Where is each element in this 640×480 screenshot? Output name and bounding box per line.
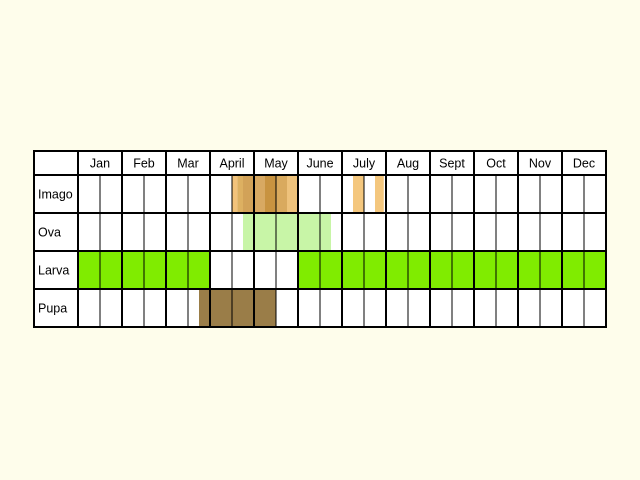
imago-activity-bar [353, 175, 364, 213]
ova-activity-bar [243, 213, 331, 251]
stage-label-pupa: Pupa [38, 302, 67, 316]
stage-label-ova: Ova [38, 226, 61, 240]
month-header-aug: Aug [397, 157, 419, 171]
month-header-may: May [264, 157, 288, 171]
month-header-feb: Feb [133, 157, 155, 171]
month-header-oct: Oct [486, 157, 506, 171]
pupa-activity-bar [199, 289, 276, 327]
stage-label-larva: Larva [38, 264, 69, 278]
stage-label-imago: Imago [38, 188, 73, 202]
month-header-july: July [353, 157, 376, 171]
imago-activity-bar [287, 175, 298, 213]
imago-activity-bar [232, 175, 238, 213]
imago-activity-bar [243, 175, 254, 213]
month-header-dec: Dec [573, 157, 595, 171]
month-header-nov: Nov [529, 157, 552, 171]
month-header-april: April [219, 157, 244, 171]
month-header-june: June [306, 157, 333, 171]
imago-activity-bar [237, 175, 243, 213]
imago-activity-bar [254, 175, 265, 213]
month-header-mar: Mar [177, 157, 199, 171]
imago-activity-bar [265, 175, 276, 213]
month-header-sept: Sept [439, 157, 465, 171]
imago-activity-bar [276, 175, 287, 213]
month-header-jan: Jan [90, 157, 110, 171]
imago-activity-bar [375, 175, 384, 213]
